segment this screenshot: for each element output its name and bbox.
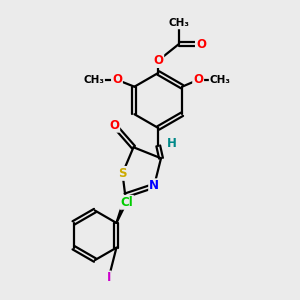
- Text: O: O: [153, 54, 163, 67]
- Text: H: H: [167, 136, 177, 150]
- Text: O: O: [196, 38, 206, 50]
- Text: O: O: [109, 119, 119, 132]
- Text: CH₃: CH₃: [83, 75, 104, 85]
- Text: S: S: [118, 167, 127, 180]
- Text: CH₃: CH₃: [210, 75, 231, 85]
- Text: O: O: [112, 73, 122, 86]
- Text: CH₃: CH₃: [168, 18, 189, 28]
- Text: I: I: [106, 272, 111, 284]
- Text: N: N: [149, 179, 159, 192]
- Text: O: O: [193, 73, 203, 86]
- Text: Cl: Cl: [120, 196, 133, 209]
